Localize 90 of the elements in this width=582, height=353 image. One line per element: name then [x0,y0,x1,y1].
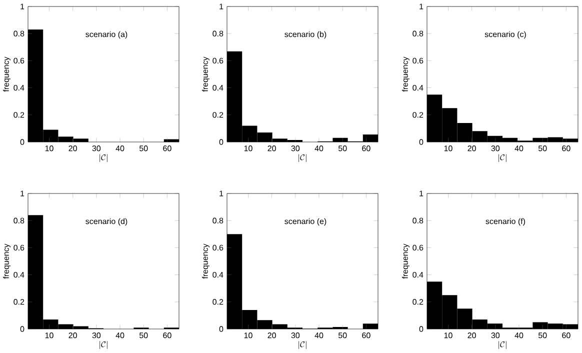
annotation: scenario (c) [484,31,526,39]
x-axis-title: $|\mathcal{C}|$ [298,154,306,162]
x-tick-label: 40 [314,332,324,338]
y-tick-label: 0 [419,139,424,145]
y-tick-label: 0.8 [14,30,24,36]
x-tick-label: 50 [538,332,547,338]
x-tick-label: 40 [514,332,524,338]
annotation: scenario (a) [86,31,128,39]
x-tick-label: 50 [139,146,148,152]
x-tick-label: 60 [163,332,172,338]
x-tick-label: 50 [538,146,547,152]
x-tick-label: 10 [244,332,252,338]
x-axis-title: $|\mathcal{C}|$ [298,341,306,350]
y-tick-label: 0.2 [14,112,24,118]
y-tick-label: 0.2 [412,112,424,118]
x-tick-label: 40 [514,146,524,152]
x-tick-label: 30 [291,146,300,152]
x-tick-label: 60 [562,146,570,152]
x-tick-label: 10 [45,146,54,152]
y-tick-label: 0.4 [14,272,24,278]
x-tick-label: 50 [338,146,347,152]
y-tick-label: 0.6 [212,58,224,64]
y-axis-title: frequency [202,56,210,92]
x-tick-label: 20 [68,146,77,152]
y-tick-label: 0 [219,139,224,145]
y-tick-label: 0.4 [212,272,224,278]
y-tick-label: 0.6 [14,244,24,251]
x-tick-label: 30 [491,332,500,338]
x-tick-label: 20 [468,146,476,152]
x-tick-label: 60 [362,146,370,152]
y-tick-label: 1 [220,4,224,10]
x-axis-title: $|\mathcal{C}|$ [100,154,108,162]
x-tick-label: 10 [244,146,252,152]
x-tick-label: 10 [45,332,54,338]
y-tick-label: 1 [20,4,24,10]
y-tick-label: 0.8 [212,30,224,36]
y-axis-title: frequency [402,244,410,279]
y-tick-label: 0.6 [14,58,24,64]
x-tick-label: 20 [468,332,476,338]
x-tick-label: 50 [139,332,148,338]
y-tick-label: 0.4 [14,84,24,91]
x-tick-label: 40 [116,332,124,338]
x-tick-label: 30 [92,146,101,152]
x-tick-label: 10 [444,332,452,338]
y-tick-label: 0.8 [212,218,224,224]
x-tick-label: 60 [163,146,172,152]
y-axis-title: frequency [202,244,210,279]
x-axis-title: $|\mathcal{C}|$ [498,154,506,162]
y-tick-label: 0 [419,326,424,332]
annotation: scenario (f) [486,218,526,226]
x-axis-title: $|\mathcal{C}|$ [498,341,506,350]
y-axis-title: frequency [3,244,10,279]
y-tick-label: 0.6 [412,58,424,64]
y-tick-label: 0.6 [412,244,424,251]
y-tick-label: 1 [420,190,424,196]
x-tick-label: 50 [338,332,347,338]
y-tick-label: 0 [20,326,24,332]
x-tick-label: 20 [268,146,276,152]
y-tick-label: 0 [219,326,224,332]
y-tick-label: 0.2 [412,299,424,305]
x-tick-label: 40 [116,146,124,152]
x-tick-label: 30 [92,332,101,338]
y-tick-label: 0.2 [212,299,224,305]
x-tick-label: 20 [68,332,77,338]
y-tick-label: 0.4 [212,84,224,91]
y-tick-label: 0.6 [212,244,224,251]
x-tick-label: 20 [268,332,276,338]
x-tick-label: 30 [491,146,500,152]
x-tick-label: 30 [291,332,300,338]
annotation: scenario (d) [86,218,128,226]
x-tick-label: 60 [562,332,570,338]
annotation: scenario (e) [284,218,326,226]
y-tick-label: 0.4 [412,272,424,278]
x-tick-label: 40 [314,146,324,152]
annotation: scenario (b) [284,31,326,39]
y-tick-label: 1 [420,4,424,10]
y-tick-label: 0.8 [412,218,424,224]
y-tick-label: 1 [20,190,24,196]
x-axis-title: $|\mathcal{C}|$ [100,341,108,350]
y-tick-label: 0 [20,139,24,145]
y-tick-label: 0.2 [14,299,24,305]
y-tick-label: 0.2 [212,112,224,118]
x-tick-label: 10 [444,146,452,152]
y-tick-label: 0.8 [14,218,24,224]
y-tick-label: 1 [220,190,224,196]
y-tick-label: 0.4 [412,84,424,91]
y-axis-title: frequency [3,56,10,92]
y-tick-label: 0.8 [412,30,424,36]
x-tick-label: 60 [362,332,370,338]
y-axis-title: frequency [402,56,410,92]
